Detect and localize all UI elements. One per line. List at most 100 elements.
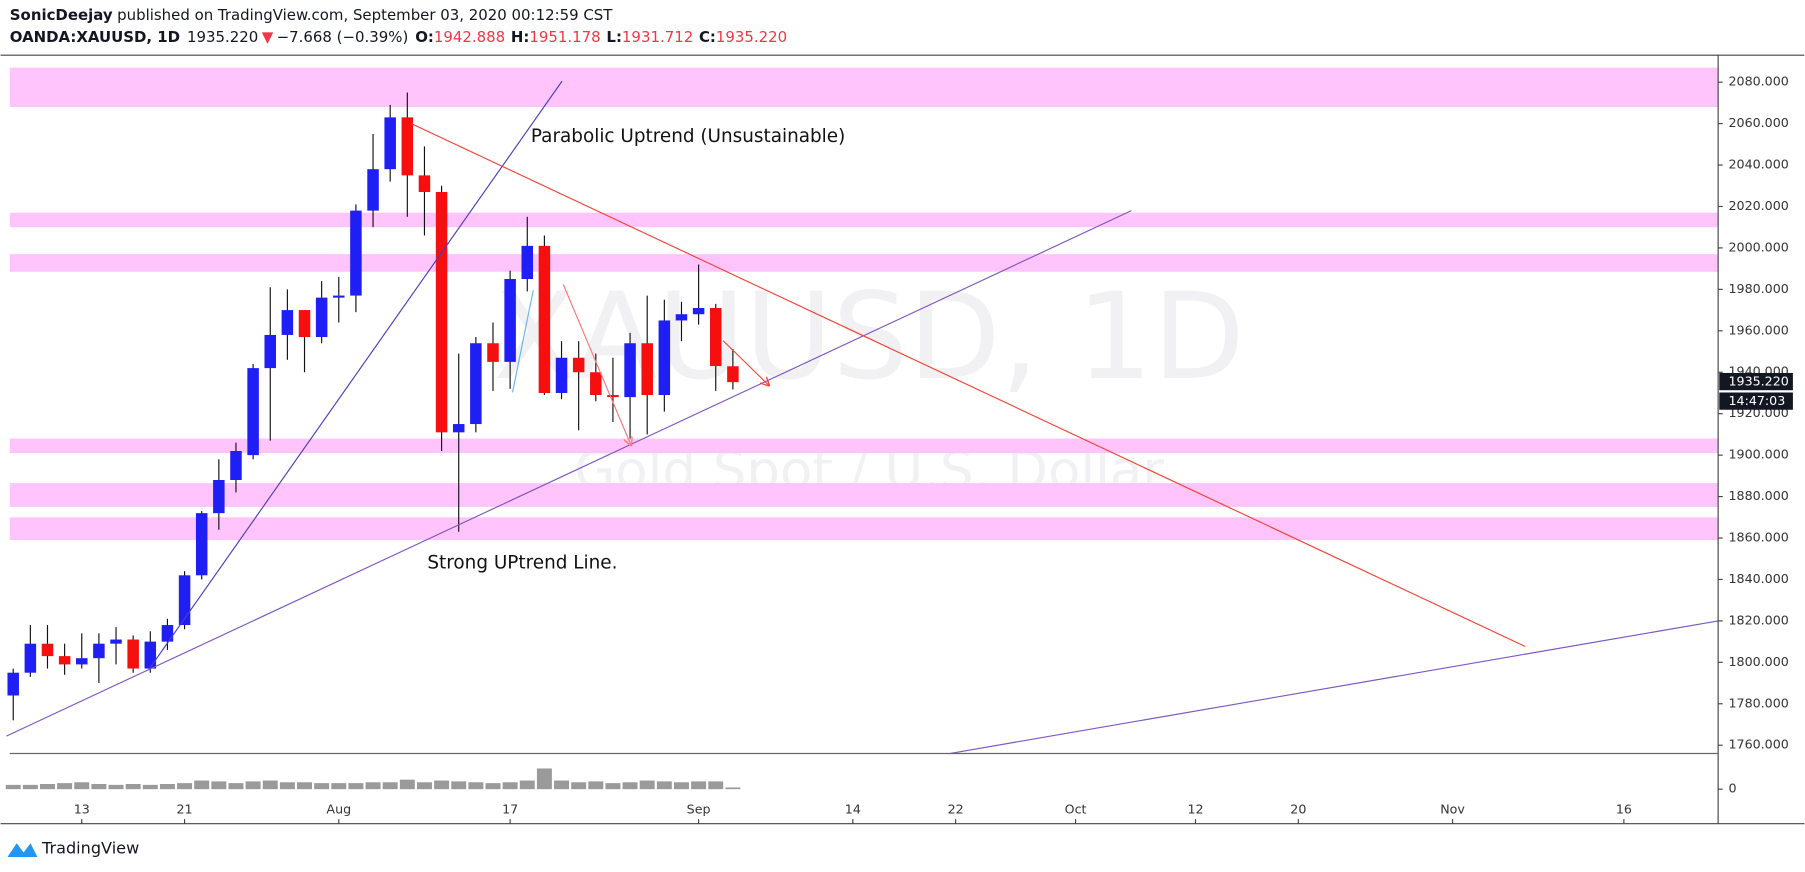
- volume-bar: [125, 783, 141, 790]
- candle-body: [727, 366, 739, 383]
- x-tick-label: Aug: [326, 801, 351, 816]
- c-label: C:: [699, 28, 716, 46]
- o-label: O:: [415, 28, 434, 46]
- candle-body: [641, 343, 653, 396]
- change-arrow: ▼: [262, 28, 274, 46]
- x-tick-label: 14: [845, 801, 861, 816]
- volume-bar: [91, 783, 107, 790]
- x-tick-label: 22: [948, 801, 964, 816]
- y-tick-label: 1820.000: [1728, 612, 1788, 627]
- publisher: SonicDeejay: [10, 6, 113, 24]
- volume-bar: [382, 782, 398, 790]
- brand: TradingView: [41, 838, 139, 857]
- volume-bar: [331, 783, 347, 790]
- volume-bar: [297, 782, 312, 790]
- candle-body: [178, 575, 191, 626]
- candle-body: [76, 658, 88, 665]
- candle-body: [7, 672, 19, 696]
- volume-bar: [416, 782, 432, 790]
- last: 1935.220: [187, 28, 258, 46]
- volume-bar: [159, 783, 175, 790]
- candle-body: [590, 372, 602, 396]
- candle-body: [675, 314, 688, 321]
- logo: TradingView: [7, 838, 139, 857]
- candle-body: [41, 643, 54, 657]
- volume-bar: [74, 782, 90, 790]
- x-tick-label: 12: [1187, 801, 1203, 816]
- x-tick-label: 13: [74, 801, 90, 816]
- h-label: H:: [511, 28, 529, 46]
- watermark-symbol: XAUUSD, 1D: [494, 268, 1245, 407]
- annotation: Strong UPtrend Line.: [427, 553, 617, 574]
- volume-bar: [725, 787, 741, 790]
- y-tick-label: 2000.000: [1728, 239, 1788, 254]
- l-label: L:: [606, 28, 622, 46]
- x-tick-label: 20: [1290, 801, 1306, 816]
- candle-body: [624, 343, 636, 398]
- volume-bar: [399, 779, 415, 790]
- candle-body: [247, 368, 259, 456]
- candle-body: [144, 641, 157, 669]
- volume-bar: [142, 784, 158, 790]
- o: 1942.888: [434, 28, 505, 46]
- candle-body: [452, 424, 465, 433]
- zone: [9, 517, 1719, 541]
- candle-body: [555, 357, 568, 393]
- x-tick-label: Nov: [1440, 801, 1465, 816]
- candle-body: [572, 357, 585, 373]
- volume-bar: [656, 781, 672, 790]
- volume-bar: [314, 783, 330, 790]
- countdown: 14:47:03: [1728, 393, 1785, 408]
- candle-body: [418, 175, 431, 192]
- volume-bar: [691, 781, 707, 790]
- y-tick-label: 2060.000: [1728, 115, 1788, 130]
- volume-bar: [485, 783, 501, 790]
- y-tick-label: 1880.000: [1728, 488, 1788, 503]
- volume-bar: [536, 768, 552, 790]
- candle-body: [367, 169, 379, 211]
- volume-bar: [519, 780, 535, 790]
- y-tick-label: 2080.000: [1728, 74, 1788, 89]
- candle-body: [487, 343, 499, 362]
- volume-bar: [262, 780, 278, 790]
- candle-body: [213, 479, 225, 514]
- volume-bar: [434, 780, 450, 790]
- volume-bar: [571, 782, 587, 790]
- x-tick-label: 21: [177, 801, 193, 816]
- last-price-label: 1935.220: [1728, 374, 1788, 389]
- candle-body: [298, 310, 311, 338]
- volume-bar: [673, 782, 689, 790]
- x-tick-label: 17: [502, 801, 518, 816]
- candle-body: [161, 625, 174, 642]
- candle-body: [333, 295, 345, 298]
- h: 1951.178: [529, 28, 600, 46]
- volume-bar: [57, 783, 73, 790]
- volume-tick-label: 0: [1728, 781, 1736, 796]
- volume-bar: [605, 783, 621, 790]
- zone: [9, 438, 1719, 454]
- header-line-1: SonicDeejay published on TradingView.com,…: [10, 6, 613, 24]
- trend-line: [6, 210, 1132, 737]
- volume-bar: [245, 781, 261, 790]
- symbol: OANDA:XAUUSD, 1D: [10, 28, 180, 46]
- volume-bar: [108, 784, 124, 790]
- candle-body: [110, 639, 122, 644]
- candle-body: [127, 639, 139, 669]
- volume-bar: [554, 780, 570, 790]
- c: 1935.220: [716, 28, 787, 46]
- volume-bar: [348, 783, 364, 790]
- volume-bar: [451, 781, 467, 790]
- volume-bar: [177, 783, 193, 790]
- x-tick-label: Sep: [687, 801, 711, 816]
- candle-body: [658, 320, 671, 396]
- candle-body: [435, 191, 448, 433]
- candle-body: [93, 643, 105, 659]
- volume-bar: [622, 782, 638, 790]
- zone: [9, 67, 1719, 108]
- annotation: Parabolic Uptrend (Unsustainable): [531, 126, 845, 147]
- last-price-box: [1719, 372, 1793, 391]
- countdown-box: [1719, 392, 1793, 410]
- candle-body: [470, 343, 482, 425]
- volume-bar: [588, 781, 604, 790]
